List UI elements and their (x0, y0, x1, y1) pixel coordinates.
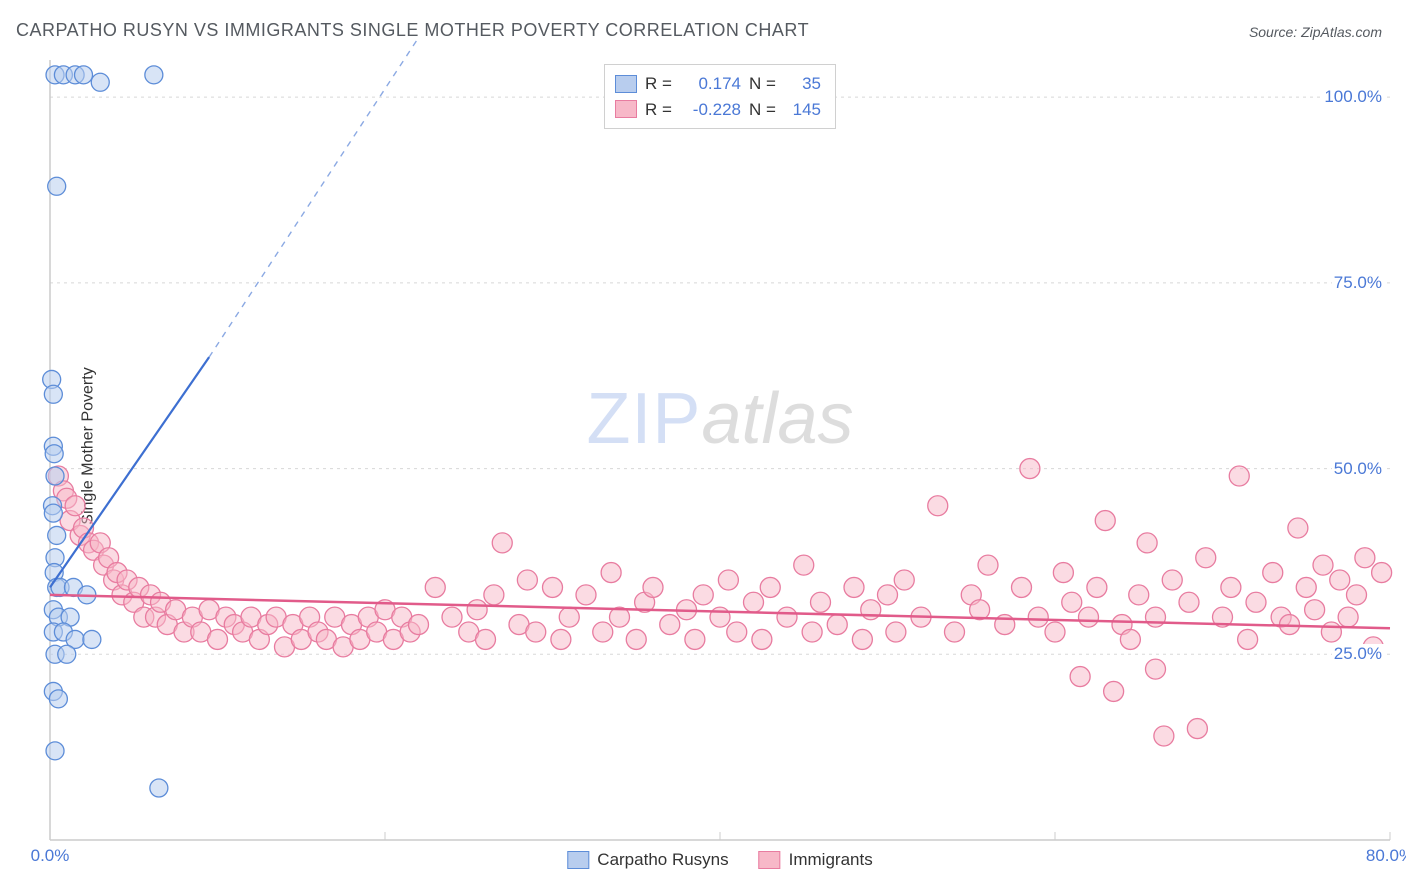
n-label-2: N = (749, 97, 777, 123)
r-value-2: -0.228 (681, 97, 741, 123)
n-label-1: N = (749, 71, 777, 97)
y-tick-label: 50.0% (1332, 459, 1384, 479)
series-legend: Carpatho Rusyns Immigrants (567, 850, 872, 870)
r-label-2: R = (645, 97, 673, 123)
r-value-1: 0.174 (681, 71, 741, 97)
y-tick-label: 75.0% (1332, 273, 1384, 293)
x-tick-label: 0.0% (31, 846, 70, 866)
n-value-2: 145 (785, 97, 821, 123)
legend-swatch-blue (567, 851, 589, 869)
source-prefix: Source: (1249, 24, 1301, 40)
y-tick-label: 25.0% (1332, 644, 1384, 664)
stats-row-pink: R = -0.228 N = 145 (615, 97, 821, 123)
legend-item-blue: Carpatho Rusyns (567, 850, 728, 870)
swatch-pink (615, 100, 637, 118)
source-attribution: Source: ZipAtlas.com (1249, 24, 1382, 40)
stats-row-blue: R = 0.174 N = 35 (615, 71, 821, 97)
scatter-plot: ZIPatlas R = 0.174 N = 35 R = -0.228 N =… (50, 60, 1390, 840)
plot-svg (50, 60, 1390, 840)
legend-item-pink: Immigrants (759, 850, 873, 870)
r-label-1: R = (645, 71, 673, 97)
y-tick-label: 100.0% (1322, 87, 1384, 107)
n-value-1: 35 (785, 71, 821, 97)
legend-label-blue: Carpatho Rusyns (597, 850, 728, 870)
source-name: ZipAtlas.com (1301, 24, 1382, 40)
stats-legend: R = 0.174 N = 35 R = -0.228 N = 145 (604, 64, 836, 129)
chart-title: CARPATHO RUSYN VS IMMIGRANTS SINGLE MOTH… (16, 20, 809, 41)
swatch-blue (615, 75, 637, 93)
x-tick-label: 80.0% (1366, 846, 1406, 866)
legend-label-pink: Immigrants (789, 850, 873, 870)
legend-swatch-pink (759, 851, 781, 869)
